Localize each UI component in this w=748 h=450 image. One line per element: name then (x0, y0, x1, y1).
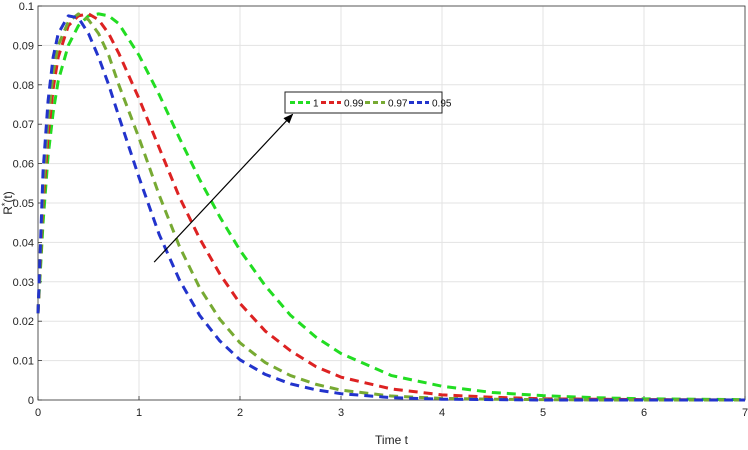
y-tick-label: 0.07 (13, 119, 34, 131)
y-axis-label: R*(t) (0, 191, 15, 215)
series-line-0-95 (36, 14, 745, 402)
x-axis-ticks: 0 1 2 3 4 5 6 7 (35, 396, 748, 419)
x-tick-label: 3 (338, 407, 344, 419)
y-tick-label: 0.04 (13, 237, 34, 249)
grid-lines (37, 5, 746, 401)
y-tick-label: 0.02 (13, 316, 34, 328)
y-tick-label: 0.1 (19, 1, 34, 13)
legend-box (284, 91, 443, 114)
legend-label: 0.97 (388, 99, 408, 110)
series-line-0-99 (36, 12, 746, 402)
y-tick-label: 0.08 (13, 80, 34, 92)
y-tick-label: 0 (28, 395, 34, 407)
y-tick-label: 0.05 (13, 198, 34, 210)
series-lines (36, 12, 746, 402)
y-axis-ticks: 0 0.01 0.02 0.03 0.04 0.05 0.06 0.07 0.08 0.09 0.1 (13, 1, 42, 407)
y-tick-label: 0.09 (13, 40, 34, 52)
series-line-0-97 (36, 12, 745, 402)
legend: 1 0.99 0.97 0.95 (284, 91, 452, 114)
x-tick-label: 5 (540, 407, 546, 419)
x-tick-label: 0 (35, 407, 41, 419)
legend-label: 1 (313, 99, 319, 110)
y-tick-label: 0.01 (13, 356, 34, 368)
x-tick-label: 2 (237, 407, 243, 419)
arrow-line (153, 113, 294, 263)
x-axis-label: Time t (375, 433, 409, 447)
x-tick-label: 6 (641, 407, 647, 419)
legend-label: 0.95 (432, 99, 452, 110)
x-tick-label: 1 (136, 407, 142, 419)
series-line-1 (36, 12, 746, 402)
y-tick-label: 0.03 (13, 277, 34, 289)
trend-arrow (153, 113, 294, 263)
x-tick-label: 7 (742, 407, 748, 419)
legend-label: 0.99 (344, 99, 364, 110)
y-tick-label: 0.06 (13, 159, 34, 171)
x-tick-label: 4 (439, 407, 445, 419)
